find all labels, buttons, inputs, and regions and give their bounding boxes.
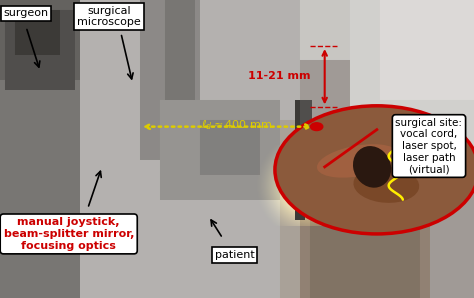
Text: manual joystick,
beam-splitter mirror,
focusing optics: manual joystick, beam-splitter mirror, f… <box>3 217 134 251</box>
Ellipse shape <box>353 146 391 188</box>
Text: 11-21 mm: 11-21 mm <box>248 71 310 81</box>
Text: patient: patient <box>215 250 255 260</box>
Circle shape <box>310 123 323 131</box>
Circle shape <box>275 106 474 234</box>
Ellipse shape <box>317 144 399 178</box>
Ellipse shape <box>354 167 419 203</box>
Text: surgical
microscope: surgical microscope <box>77 6 141 27</box>
Text: surgeon: surgeon <box>3 8 49 18</box>
Text: $\ell_d\approx$400 mm: $\ell_d\approx$400 mm <box>201 118 273 131</box>
Text: surgical site:
vocal cord,
laser spot,
laser path
(virtual): surgical site: vocal cord, laser spot, l… <box>395 118 463 174</box>
